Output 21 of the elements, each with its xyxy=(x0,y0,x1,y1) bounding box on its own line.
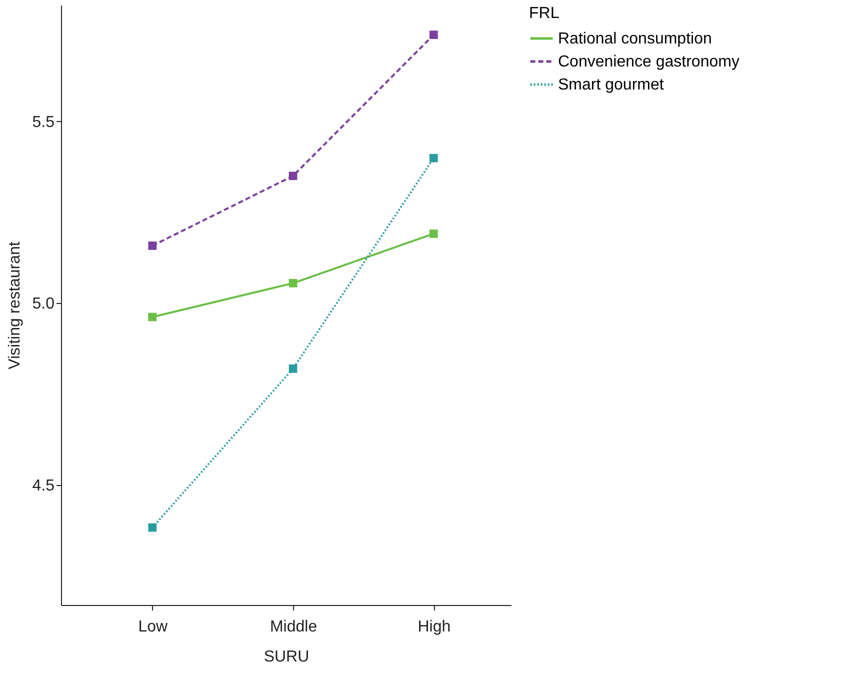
point xyxy=(148,523,157,532)
point xyxy=(429,30,438,39)
legend-label: Convenience gastronomy xyxy=(558,54,740,70)
point xyxy=(148,242,157,250)
y-tick-label: 5.0 xyxy=(32,296,55,313)
point xyxy=(148,312,157,322)
point xyxy=(288,172,298,180)
legend-label: Smart gourmet xyxy=(558,76,664,94)
y-tick-label: 5.5 xyxy=(32,114,55,131)
legend-label: Rational consumption xyxy=(558,30,712,48)
y-tick-label: 4.5 xyxy=(32,478,55,494)
x-tick-label: Middle xyxy=(270,618,318,636)
point xyxy=(429,230,438,238)
legend-title: FRL xyxy=(529,5,560,22)
x-tick-label: High xyxy=(418,618,451,636)
point xyxy=(429,154,438,162)
x-axis-title: SURU xyxy=(264,648,310,666)
y-axis-title: Visiting restaurant xyxy=(6,241,24,370)
point xyxy=(288,364,298,373)
x-tick-label: Low xyxy=(138,618,168,636)
point xyxy=(288,279,298,288)
